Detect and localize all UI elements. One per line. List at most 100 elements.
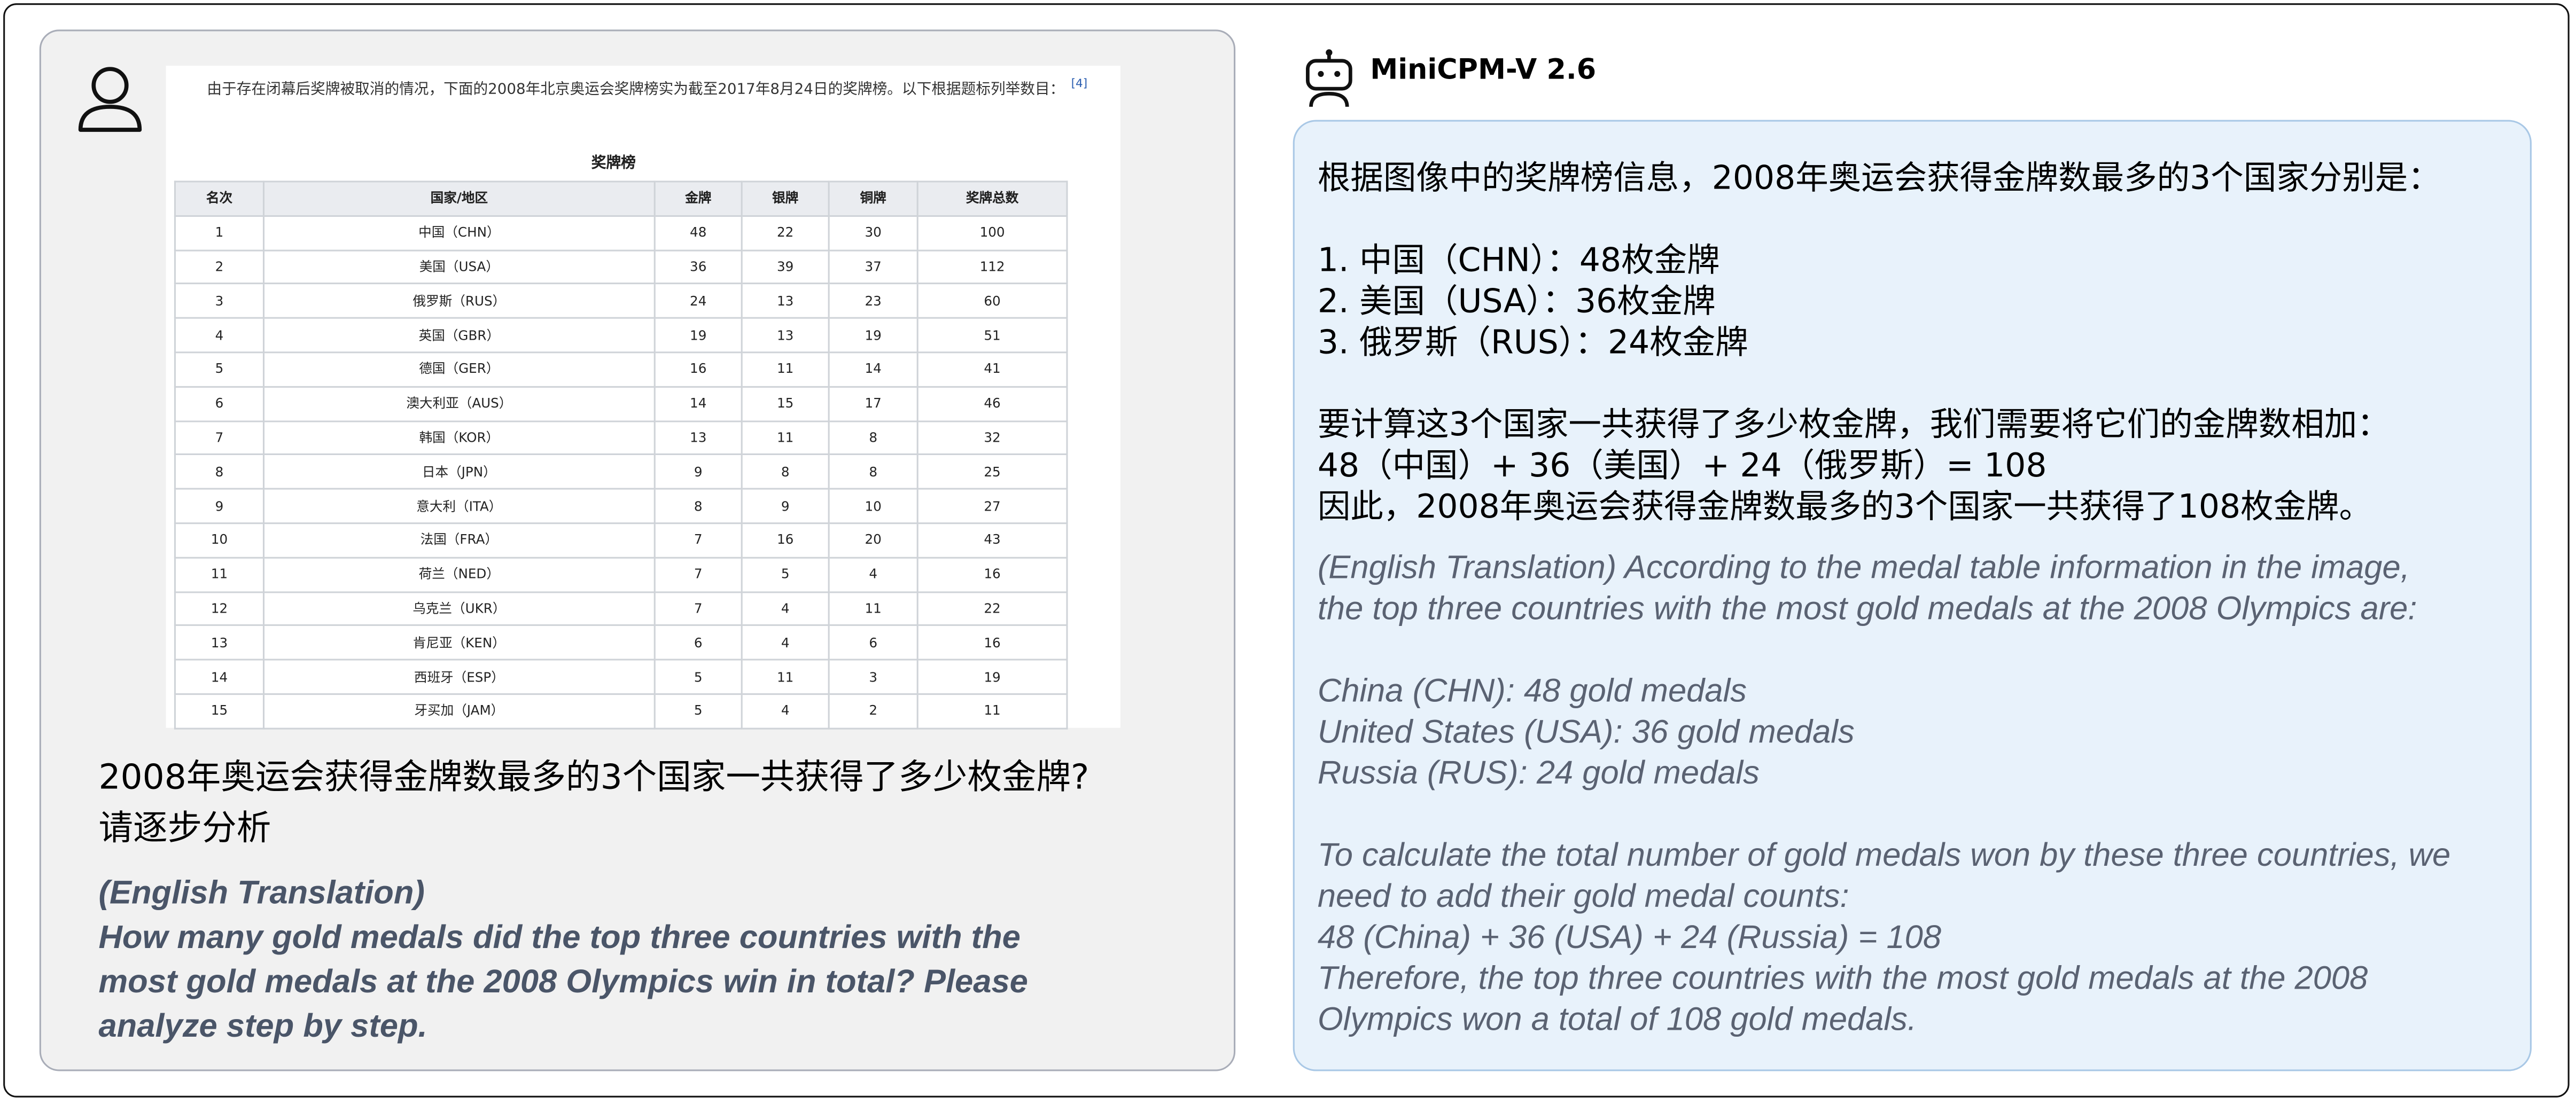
question-translation: most gold medals at the 2008 Olympics wi… <box>98 964 1028 1001</box>
table-cell: 澳大利亚（AUS） <box>262 386 656 422</box>
column-header: 金牌 <box>653 181 743 217</box>
question: 请逐步分析 <box>98 808 271 848</box>
intro-text: 由于存在闭幕后奖牌被取消的情况，下面的2008年北京奥运会奖牌榜实为截至2017… <box>207 82 1065 99</box>
table-cell: 10 <box>828 488 919 524</box>
table-cell: 11 <box>828 590 919 627</box>
table-row: 13 肯尼亚（KEN） 6 4 6 16 <box>174 624 1068 661</box>
translation-line: need to add their gold medal counts: <box>1317 879 1849 915</box>
translation-line: Therefore, the top three countries with … <box>1317 961 2368 998</box>
table-cell: 乌克兰（UKR） <box>262 590 656 627</box>
table-cell: 14 <box>828 351 919 388</box>
translation-line: To calculate the total number of gold me… <box>1317 837 2451 874</box>
table-row: 1 中国（CHN） 48 22 30 100 <box>174 215 1068 251</box>
response-line: 1. 中国（CHN）：48枚金牌 <box>1317 240 1720 279</box>
table-cell: 16 <box>653 351 743 388</box>
table-cell: 43 <box>916 522 1068 559</box>
table-cell: 8 <box>174 454 265 490</box>
table-cell: 41 <box>916 351 1068 388</box>
table-cell: 25 <box>916 454 1068 490</box>
bot-icon <box>1305 49 1352 107</box>
column-header: 银牌 <box>741 181 830 217</box>
table-cell: 5 <box>741 557 830 593</box>
table-cell: 10 <box>174 522 265 559</box>
question: 2008年奥运会获得金牌数最多的3个国家一共获得了多少枚金牌? <box>98 757 1089 797</box>
response-paragraph: 1. 中国（CHN）：48枚金牌 2. 美国（USA）：36枚金牌 3. 俄罗斯（R… <box>1318 240 1748 363</box>
table-cell: 5 <box>653 659 743 695</box>
table-cell: 23 <box>828 283 919 319</box>
table-cell: 19 <box>653 317 743 354</box>
response-line: 根据图像中的奖牌榜信息，2008年奥运会获得金牌数最多的3个国家分别是： <box>1317 158 2441 198</box>
table-cell: 8 <box>741 454 830 490</box>
table-cell: 20 <box>828 522 919 559</box>
table-cell: 30 <box>828 215 919 251</box>
table-cell: 32 <box>916 420 1068 456</box>
response-paragraph: 要计算这3个国家一共获得了多少枚金牌，我们需要将它们的金牌数相加： 48（中国）+… <box>1318 404 2390 528</box>
table-cell: 4 <box>174 317 265 354</box>
table-cell: 俄罗斯（RUS） <box>262 283 656 319</box>
table-cell: 16 <box>916 624 1068 661</box>
table-cell: 2 <box>828 693 919 729</box>
translation-line: (English Translation) According to the m… <box>1317 550 2410 587</box>
column-header: 名次 <box>174 181 265 217</box>
table-cell: 2 <box>174 249 265 285</box>
table-cell: 37 <box>828 249 919 285</box>
table-cell: 德国（GER） <box>262 351 656 388</box>
table-cell: 5 <box>653 693 743 729</box>
translation-line: United States (USA): 36 gold medals <box>1317 715 1855 751</box>
table-cell: 13 <box>741 317 830 354</box>
intro: 由于存在闭幕后奖牌被取消的情况，下面的2008年北京奥运会奖牌榜实为截至2017… <box>174 72 1102 103</box>
translation-line: Olympics won a total of 108 gold medals. <box>1317 1002 1917 1038</box>
medal-table: 名次 国家/地区 金牌 银牌 铜牌 奖牌总数 1 中国（CHN） 48 22 30 100 2 美国（US… <box>174 181 1068 729</box>
table-cell: 14 <box>174 659 265 695</box>
frame <box>3 3 2570 1098</box>
table-cell: 9 <box>653 454 743 490</box>
table-cell: 3 <box>828 659 919 695</box>
table-cell: 英国（GBR） <box>262 317 656 354</box>
table-cell: 16 <box>916 557 1068 593</box>
response-line: 2. 美国（USA）：36枚金牌 <box>1317 280 1716 320</box>
table-cell: 6 <box>653 624 743 661</box>
table-cell: 4 <box>741 624 830 661</box>
header-row: 名次 国家/地区 金牌 银牌 铜牌 奖牌总数 <box>174 181 1068 217</box>
table-cell: 7 <box>653 590 743 627</box>
table-cell: 3 <box>174 283 265 319</box>
table-cell: 51 <box>916 317 1068 354</box>
question-translation: analyze step by step. <box>98 1008 427 1045</box>
table-cell: 27 <box>916 488 1068 524</box>
table-body: 1 中国（CHN） 48 22 30 100 2 美国（USA） 36 39 37 112 3 俄罗斯（R… <box>174 215 1068 729</box>
table-cell: 韩国（KOR） <box>262 420 656 456</box>
response-line: 3. 俄罗斯（RUS）：24枚金牌 <box>1317 322 1748 362</box>
table-cell: 14 <box>653 386 743 422</box>
translation-line: 48 (China) + 36 (USA) + 24 (Russia) = 10… <box>1317 920 1942 957</box>
table-cell: 1 <box>174 215 265 251</box>
table-cell: 牙买加（JAM） <box>262 693 656 729</box>
screenshot: 由于存在闭幕后奖牌被取消的情况，下面的2008年北京奥运会奖牌榜实为截至2017… <box>166 66 1120 729</box>
translation-line: the top three countries with the most go… <box>1317 591 2417 628</box>
table-row: 5 德国（GER） 16 11 14 41 <box>174 351 1068 388</box>
model-panel: 根据图像中的奖牌榜信息，2008年奥运会获得金牌数最多的3个国家分别是： 1. 中… <box>1293 120 2532 1071</box>
table-title: 奖牌榜 <box>591 156 636 173</box>
table-cell: 15 <box>174 693 265 729</box>
table-cell: 19 <box>916 659 1068 695</box>
translation-line: Russia (RUS): 24 gold medals <box>1317 755 1760 792</box>
table-row: 3 俄罗斯（RUS） 24 13 23 60 <box>174 283 1068 319</box>
table-cell: 9 <box>741 488 830 524</box>
table-cell: 5 <box>174 351 265 388</box>
table-cell: 12 <box>174 590 265 627</box>
table-cell: 15 <box>741 386 830 422</box>
footnote[interactable]: [4] <box>1071 77 1088 91</box>
model-name: MiniCPM-V 2.6 <box>1370 54 1597 88</box>
table-cell: 22 <box>741 215 830 251</box>
table-cell: 日本（JPN） <box>262 454 656 490</box>
table-cell: 8 <box>828 454 919 490</box>
question-translation: (English Translation) <box>98 875 425 912</box>
table-cell: 46 <box>916 386 1068 422</box>
table-cell: 6 <box>828 624 919 661</box>
table-cell: 19 <box>828 317 919 354</box>
table-row: 15 牙买加（JAM） 5 4 2 11 <box>174 693 1068 729</box>
response-line: 48（中国）+ 36（美国）+ 24（俄罗斯）= 108 <box>1317 445 2047 485</box>
table-cell: 48 <box>653 215 743 251</box>
table-row: 2 美国（USA） 36 39 37 112 <box>174 249 1068 285</box>
table-cell: 11 <box>741 351 830 388</box>
